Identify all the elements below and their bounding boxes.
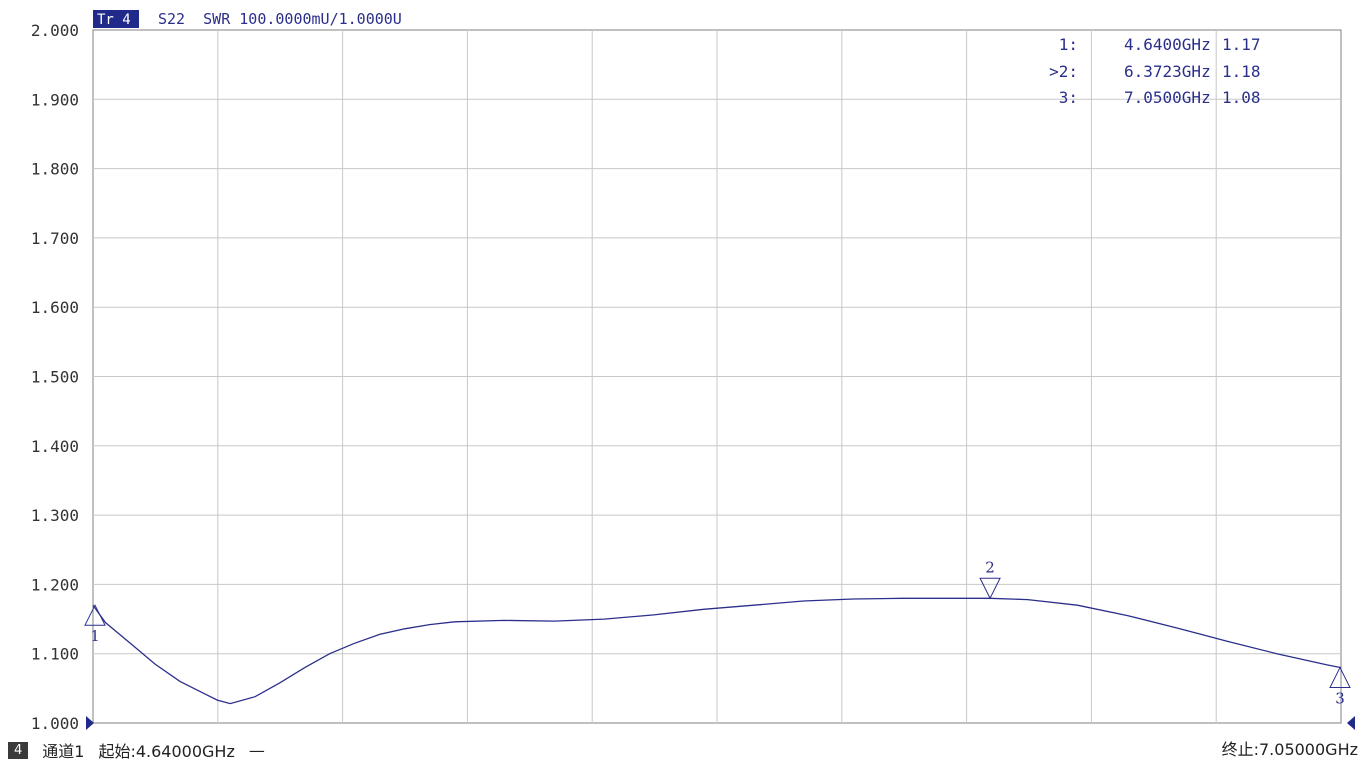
stop-frequency[interactable]: 终止:7.05000GHz [1221,740,1358,759]
trace-badge-bg [93,10,139,28]
marker-2-freq: 6.3723GHz [1124,62,1211,81]
marker-number: 1 [90,627,100,645]
marker-number: 2 [985,558,995,576]
marker-number: 3 [1335,690,1345,708]
y-tick-labels: 2.000 1.900 1.800 1.700 1.600 1.500 1.400 1.300… [31,21,79,733]
y-tick-label: 1.200 [31,575,79,594]
marker-triangle-icon[interactable] [979,577,1001,600]
swr-plot[interactable]: 2.000 1.900 1.800 1.700 1.600 1.500 1.400 1.300… [0,0,1364,740]
y-tick-label: 1.800 [31,160,79,179]
y-tick-label: 1.000 [31,714,79,733]
trace-header-text: S22 SWR 100.0000mU/1.0000U [158,10,402,28]
y-tick-label: 1.300 [31,506,79,525]
channel-label[interactable]: 通道1 [42,742,85,761]
y-tick-label: 1.900 [31,90,79,109]
channel-number-badge[interactable]: 4 [8,741,29,759]
marker-1-value: 1.17 [1222,35,1261,54]
marker-3-freq: 7.0500GHz [1124,88,1211,107]
grid-lines [93,30,1341,723]
start-frequency[interactable]: 起始:4.64000GHz [98,742,235,761]
marker-2-label: >2: [1049,62,1078,81]
trace-badge[interactable]: Tr 4 [97,12,131,28]
y-tick-label: 1.600 [31,298,79,317]
marker-glyphs[interactable]: 1 2 3 [84,558,1351,708]
y-tick-label: 2.000 [31,21,79,40]
y-tick-label: 1.400 [31,437,79,456]
reference-level-arrow-icon[interactable] [86,716,94,730]
marker-2-value: 1.18 [1222,62,1261,81]
y-tick-label: 1.100 [31,645,79,664]
y-tick-label: 1.700 [31,229,79,248]
channel-status: 4 通道1 起始:4.64000GHz — [8,740,279,761]
y-tick-label: 1.500 [31,368,79,387]
marker-1-freq: 4.6400GHz [1124,35,1211,54]
right-edge-arrow-icon [1347,716,1355,730]
marker-triangle-icon[interactable] [1329,666,1351,689]
marker-readout: 1: 4.6400GHz 1.17 >2: 6.3723GHz 1.18 3: … [1049,35,1260,107]
sweep-dash: — [248,740,265,760]
marker-3-value: 1.08 [1222,88,1261,107]
marker-triangle-icon[interactable] [84,604,106,626]
marker-3-label: 3: [1059,88,1078,107]
trace-line [92,597,1342,705]
marker-1-label: 1: [1059,35,1078,54]
